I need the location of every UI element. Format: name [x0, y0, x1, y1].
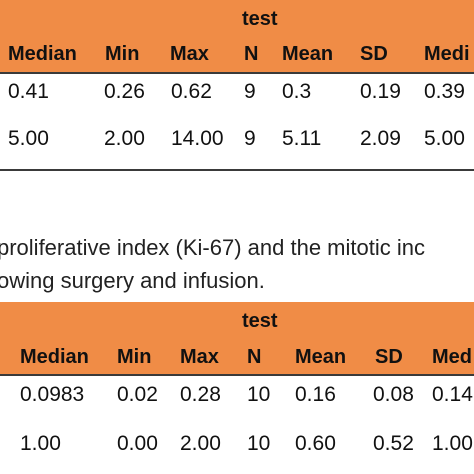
table-1-header-min: Min	[105, 43, 140, 65]
table-1-cell: 9	[244, 80, 256, 103]
table-1-header-band	[0, 0, 474, 72]
table-1-cell: 2.00	[104, 127, 145, 150]
table-2-cell: 0.60	[295, 432, 336, 455]
table-1-header-median: Median	[8, 43, 77, 65]
table-2-cell: 2.00	[180, 432, 221, 455]
table-1-cell: 0.26	[104, 80, 145, 103]
table-2-cell: 0.02	[117, 383, 158, 406]
table-2-header-max: Max	[180, 346, 219, 368]
table-2-header-median-2: Med	[432, 346, 472, 368]
table-2-cell: 0.00	[117, 432, 158, 455]
table-1-cell: 0.62	[171, 80, 212, 103]
table-2-header-rule	[0, 374, 474, 376]
table-1-bottom-rule	[0, 169, 474, 171]
table-2-header-sd: SD	[375, 346, 403, 368]
table-2-header-min: Min	[117, 346, 152, 368]
table-1-cell: 0.3	[282, 80, 312, 103]
table-2-cell: 1.00	[432, 432, 473, 455]
table-1-cell: 14.00	[171, 127, 224, 150]
table-1-header-rule	[0, 72, 474, 74]
caption-line-2: owing surgery and infusion.	[0, 268, 265, 293]
table-1-cell: 5.11	[282, 127, 322, 150]
table-2-header-n: N	[247, 346, 262, 368]
table-2-header-band	[0, 302, 474, 374]
table-2-header-mean: Mean	[295, 346, 347, 368]
table-2-cell: 0.16	[295, 383, 336, 406]
table-1-cell: 0.41	[8, 80, 49, 103]
table-1-cell: 5.00	[424, 127, 465, 150]
table-1-cell: 5.00	[8, 127, 49, 150]
table-2-cell: 0.0983	[20, 383, 85, 406]
table-1-header-median-2: Medi	[424, 43, 470, 65]
table-2-cell: 0.28	[180, 383, 221, 406]
table-1-cell: 0.19	[360, 80, 401, 103]
table-2-cell: 10	[247, 432, 271, 455]
caption-line-1: proliferative index (Ki-67) and the mito…	[0, 235, 425, 260]
table-2-group-label: test	[242, 310, 278, 332]
table-1-header-max: Max	[170, 43, 209, 65]
table-2-cell: 0.14	[432, 383, 473, 406]
table-2-header-median: Median	[20, 346, 89, 368]
table-1-header-sd: SD	[360, 43, 388, 65]
table-2-cell: 1.00	[20, 432, 61, 455]
table-1-header-mean: Mean	[282, 43, 334, 65]
table-2-cell: 10	[247, 383, 271, 406]
table-1-cell: 9	[244, 127, 256, 150]
table-1-header-n: N	[244, 43, 259, 65]
table-2-cell: 0.08	[373, 383, 414, 406]
table-1-group-label: test	[242, 8, 278, 30]
table-1-cell: 2.09	[360, 127, 401, 150]
table-2-cell: 0.52	[373, 432, 414, 455]
table-1-cell: 0.39	[424, 80, 465, 103]
